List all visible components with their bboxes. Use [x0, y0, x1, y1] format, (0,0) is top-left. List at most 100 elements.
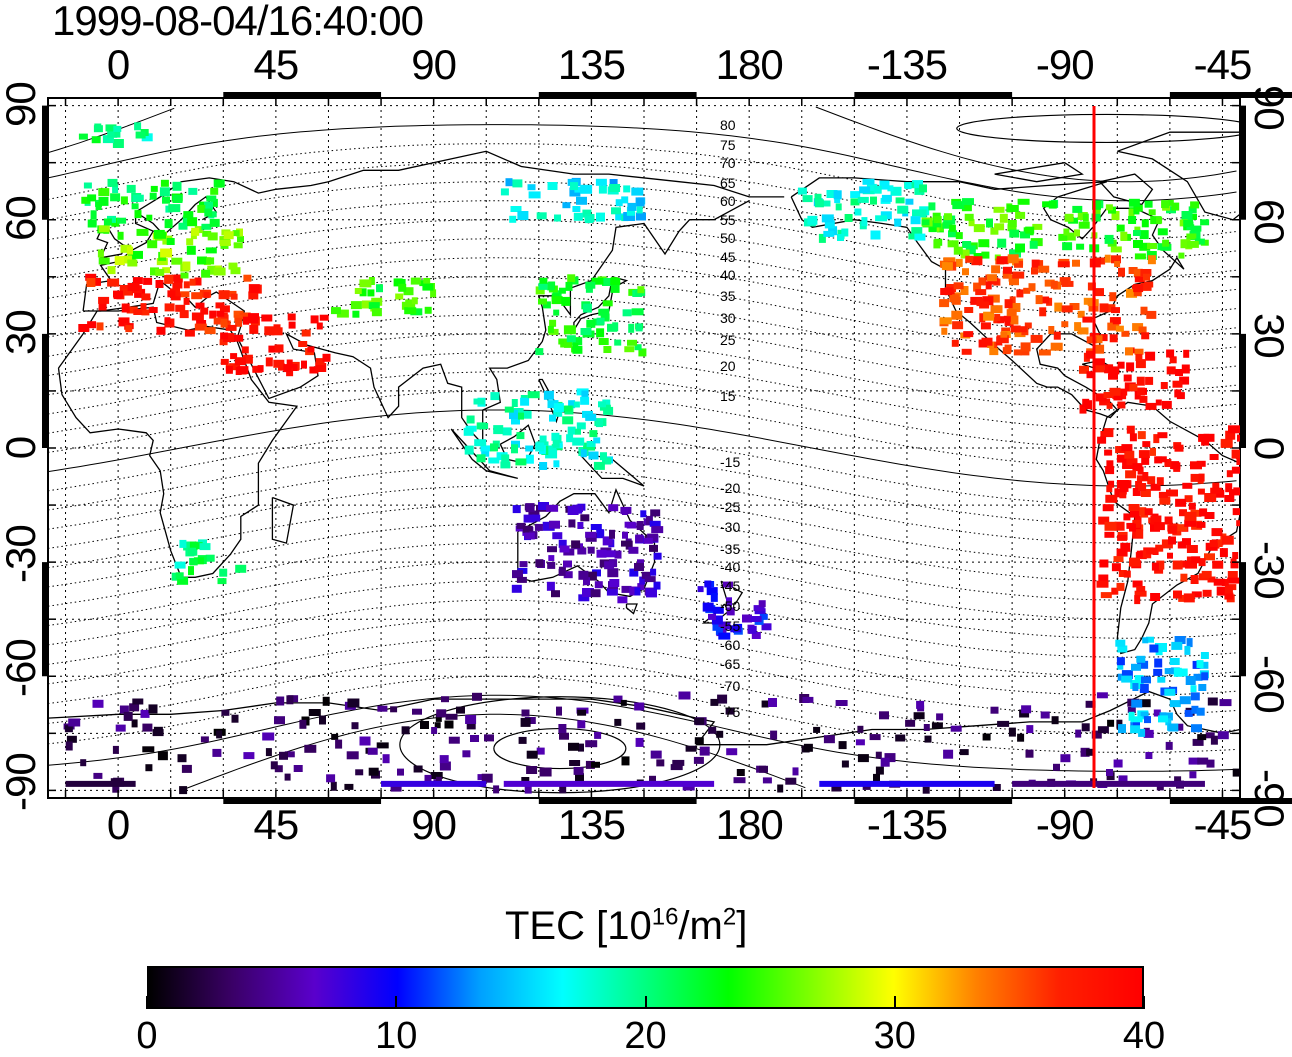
tec-cell	[1014, 260, 1023, 268]
tec-cell	[1109, 334, 1118, 343]
tec-cell	[1123, 513, 1131, 521]
tec-cell	[1111, 211, 1120, 220]
tec-cell	[634, 702, 645, 711]
tec-cell	[1146, 310, 1157, 319]
tec-cell	[410, 308, 423, 316]
tec-cell	[1150, 447, 1156, 456]
tec-cell	[1077, 327, 1089, 335]
tec-cell	[600, 313, 610, 322]
tec-cell	[1154, 658, 1163, 668]
x-bottom-tick-label: 180	[715, 801, 784, 848]
coastline	[625, 603, 638, 615]
mlat-label: -30	[720, 519, 740, 535]
tec-cell	[754, 608, 766, 615]
tec-cell	[963, 331, 974, 338]
tec-cell	[367, 747, 378, 755]
tec-cell	[1134, 204, 1143, 212]
tec-cell	[140, 709, 150, 718]
tec-cell	[197, 256, 207, 265]
tec-cell	[156, 326, 166, 335]
tec-cell	[952, 321, 964, 330]
tec-cell	[401, 726, 410, 735]
tec-cell	[209, 211, 217, 218]
tec-cell	[528, 510, 540, 518]
tec-cell	[1020, 349, 1030, 356]
tec-cell	[140, 303, 147, 311]
tec-cell	[204, 327, 216, 335]
tec-cell	[614, 339, 622, 346]
tec-cell	[792, 767, 799, 776]
tec-cell	[753, 605, 765, 612]
tec-cell	[511, 440, 520, 448]
tec-cell	[1062, 242, 1073, 251]
tec-cell	[543, 390, 554, 400]
tec-cell	[1211, 528, 1223, 537]
tec-cell	[573, 212, 583, 221]
tec-cell	[1186, 240, 1199, 248]
tec-cell	[330, 781, 337, 791]
tec-cell	[1219, 548, 1228, 558]
tec-cell	[1175, 498, 1187, 507]
tec-cell	[534, 523, 543, 531]
tec-cell	[539, 462, 548, 470]
tec-cell	[248, 316, 259, 324]
tec-cell	[463, 427, 474, 436]
tec-cell	[1053, 331, 1061, 340]
tec-cell	[990, 227, 999, 235]
tec-cell	[953, 282, 964, 290]
tec-cell	[1108, 366, 1120, 375]
tec-cell	[92, 699, 104, 708]
mlat-label: 40	[720, 267, 736, 283]
tec-cell	[500, 461, 511, 469]
tec-cell	[1093, 344, 1105, 354]
tec-cell	[904, 182, 912, 190]
tec-cell	[623, 212, 636, 221]
tec-cell	[288, 321, 296, 329]
tec-cell	[635, 323, 643, 332]
tec-cell	[1116, 224, 1125, 232]
tec-cell	[985, 281, 992, 290]
tec-cell	[835, 700, 848, 706]
tec-cell	[538, 282, 548, 290]
tec-cell	[435, 714, 442, 722]
x-top-tick-label: 45	[253, 41, 300, 88]
tec-cell	[1184, 511, 1197, 521]
tec-cell	[880, 757, 890, 767]
tec-cell	[552, 439, 560, 448]
tec-cell	[576, 196, 587, 205]
tec-cell	[511, 399, 518, 407]
mlat-label: -65	[720, 656, 740, 672]
tec-cell	[1236, 458, 1240, 465]
tec-cell	[173, 274, 183, 283]
tec-cell	[331, 307, 341, 315]
tec-cell	[1132, 580, 1143, 588]
tec-cell	[539, 277, 548, 284]
tec-cell	[310, 315, 319, 324]
tec-cell	[547, 182, 558, 190]
tec-cell	[1230, 561, 1239, 569]
tec-cell	[1133, 284, 1144, 293]
tec-cell	[1185, 676, 1196, 685]
tec-cell	[1131, 699, 1143, 708]
tec-cell	[335, 739, 343, 749]
tec-cell	[346, 751, 359, 760]
tec-cell	[962, 241, 972, 248]
tec-cell	[1114, 261, 1121, 267]
tec-cell	[535, 559, 544, 568]
tec-cell	[376, 284, 383, 293]
mlat-label: 30	[720, 310, 736, 326]
tec-cell	[430, 772, 443, 779]
tec-cell	[97, 249, 104, 258]
tec-cell	[1150, 216, 1162, 225]
tec-cell	[182, 215, 190, 224]
tec-cell	[637, 286, 645, 294]
tec-cell	[528, 191, 541, 199]
mlat-label: -45	[720, 578, 740, 594]
tec-cell	[593, 461, 605, 470]
tec-cell	[565, 281, 573, 291]
tec-cell	[354, 288, 362, 294]
tec-cell	[1237, 434, 1240, 442]
colorbar-tick-label: 0	[136, 1015, 158, 1057]
tec-cell	[152, 729, 164, 737]
tec-cell	[1233, 487, 1240, 496]
